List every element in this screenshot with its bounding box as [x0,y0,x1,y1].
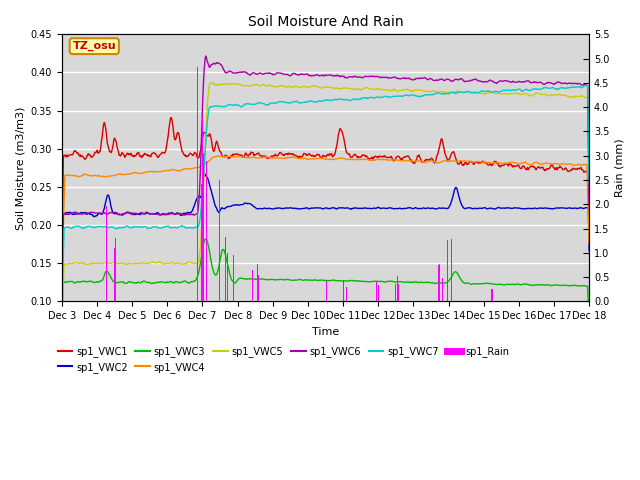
Title: Soil Moisture And Rain: Soil Moisture And Rain [248,15,403,29]
X-axis label: Time: Time [312,327,339,336]
Y-axis label: Rain (mm): Rain (mm) [615,139,625,197]
Y-axis label: Soil Moisture (m3/m3): Soil Moisture (m3/m3) [15,106,25,229]
Legend: sp1_VWC1, sp1_VWC2, sp1_VWC3, sp1_VWC4, sp1_VWC5, sp1_VWC6, sp1_VWC7, sp1_Rain: sp1_VWC1, sp1_VWC2, sp1_VWC3, sp1_VWC4, … [54,342,513,377]
Text: TZ_osu: TZ_osu [72,41,116,51]
